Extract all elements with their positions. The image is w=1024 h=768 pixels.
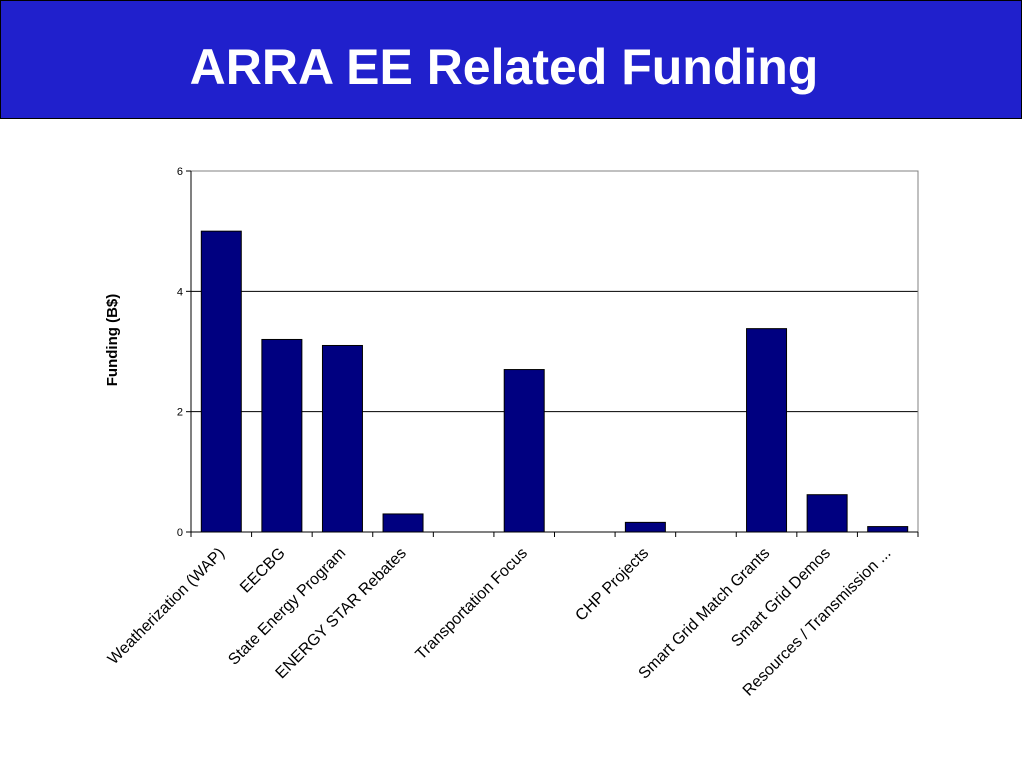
y-tick-label: 4 (177, 286, 183, 298)
x-tick-label: State Energy Program (225, 545, 349, 669)
title-bar: ARRA EE Related Funding (0, 0, 1022, 119)
bar (200, 230, 242, 533)
bar (503, 369, 545, 533)
y-tick-label: 6 (177, 166, 183, 178)
bar (382, 513, 424, 533)
bar (867, 526, 909, 533)
bar (746, 328, 788, 533)
x-tick-label: EECBG (237, 545, 289, 597)
bars (200, 230, 909, 533)
axes (186, 170, 919, 537)
bar (261, 338, 303, 533)
x-tick-label: ENERGY STAR Rebates (273, 545, 410, 682)
x-tick-label: CHP Projects (572, 545, 652, 625)
bar (624, 521, 666, 533)
y-tick-label: 0 (177, 527, 183, 539)
bar (321, 344, 363, 533)
y-axis-label: Funding (B$) (104, 294, 121, 386)
slide-title: ARRA EE Related Funding (189, 39, 819, 95)
bar (806, 494, 848, 533)
x-tick-label: Transportation Focus (413, 545, 532, 664)
y-tick-label: 2 (177, 407, 183, 419)
x-tick-label: Weatherization (WAP) (105, 545, 228, 668)
